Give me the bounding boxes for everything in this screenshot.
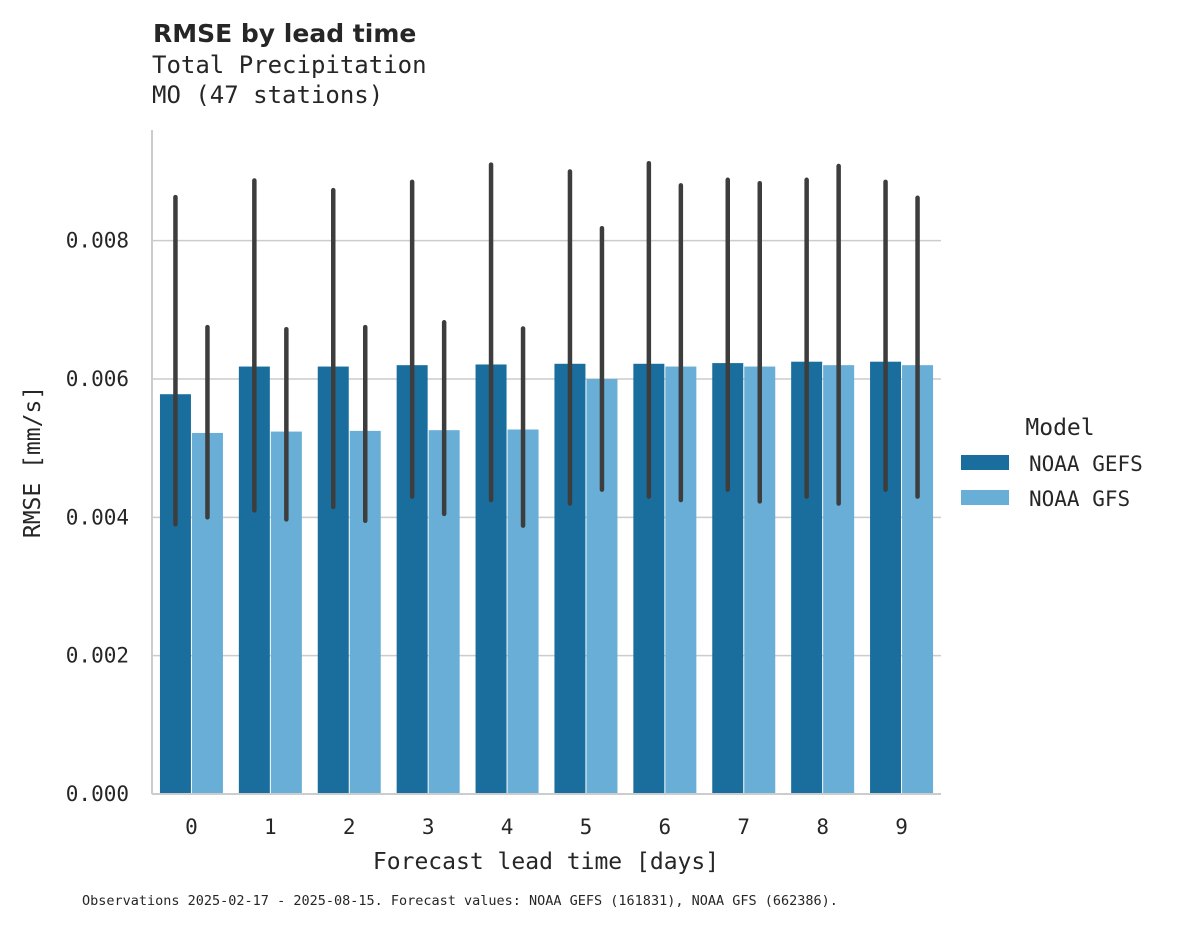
x-tick-label-2: 2 [343,815,356,839]
legend-swatch-noaa-gfs [961,490,1009,505]
y-tick-label-4: 0.008 [66,229,129,253]
x-tick-label-0: 0 [185,815,198,839]
y-tick-labels: 0.000 0.002 0.004 0.006 0.008 [66,229,129,806]
y-axis-label: RMSE [mm/s] [20,386,46,538]
x-tick-label-9: 9 [895,815,908,839]
bars-layer [159,361,934,794]
y-tick-label-2: 0.004 [66,505,129,529]
y-tick-label-0: 0.000 [66,782,129,806]
error-bars-layer [173,160,920,528]
x-tick-label-8: 8 [816,815,829,839]
x-tick-label-3: 3 [422,815,435,839]
x-tick-label-4: 4 [501,815,514,839]
y-gridlines [152,239,941,657]
footnote: Observations 2025-02-17 - 2025-08-15. Fo… [82,893,838,909]
legend-label-noaa-gefs: NOAA GEFS [1029,452,1143,476]
y-tick-label-3: 0.006 [66,367,129,391]
chart-title: RMSE by lead time [153,19,416,48]
legend-label-noaa-gfs: NOAA GFS [1029,487,1130,511]
legend: Model NOAA GEFS NOAA GFS [961,415,1143,511]
chart-subtitle-line-1: Total Precipitation [152,51,427,79]
x-tick-label-6: 6 [659,815,672,839]
chart-subtitle-line-2: MO (47 stations) [152,81,383,109]
legend-swatch-noaa-gefs [961,455,1009,470]
legend-title: Model [1025,415,1094,441]
x-axis-label: Forecast lead time [days] [373,849,719,875]
x-tick-label-1: 1 [264,815,277,839]
y-tick-label-1: 0.002 [66,644,129,668]
x-tick-label-5: 5 [580,815,593,839]
x-tick-label-7: 7 [737,815,750,839]
x-tick-labels: 0 1 2 3 4 5 6 7 8 9 [185,815,908,839]
